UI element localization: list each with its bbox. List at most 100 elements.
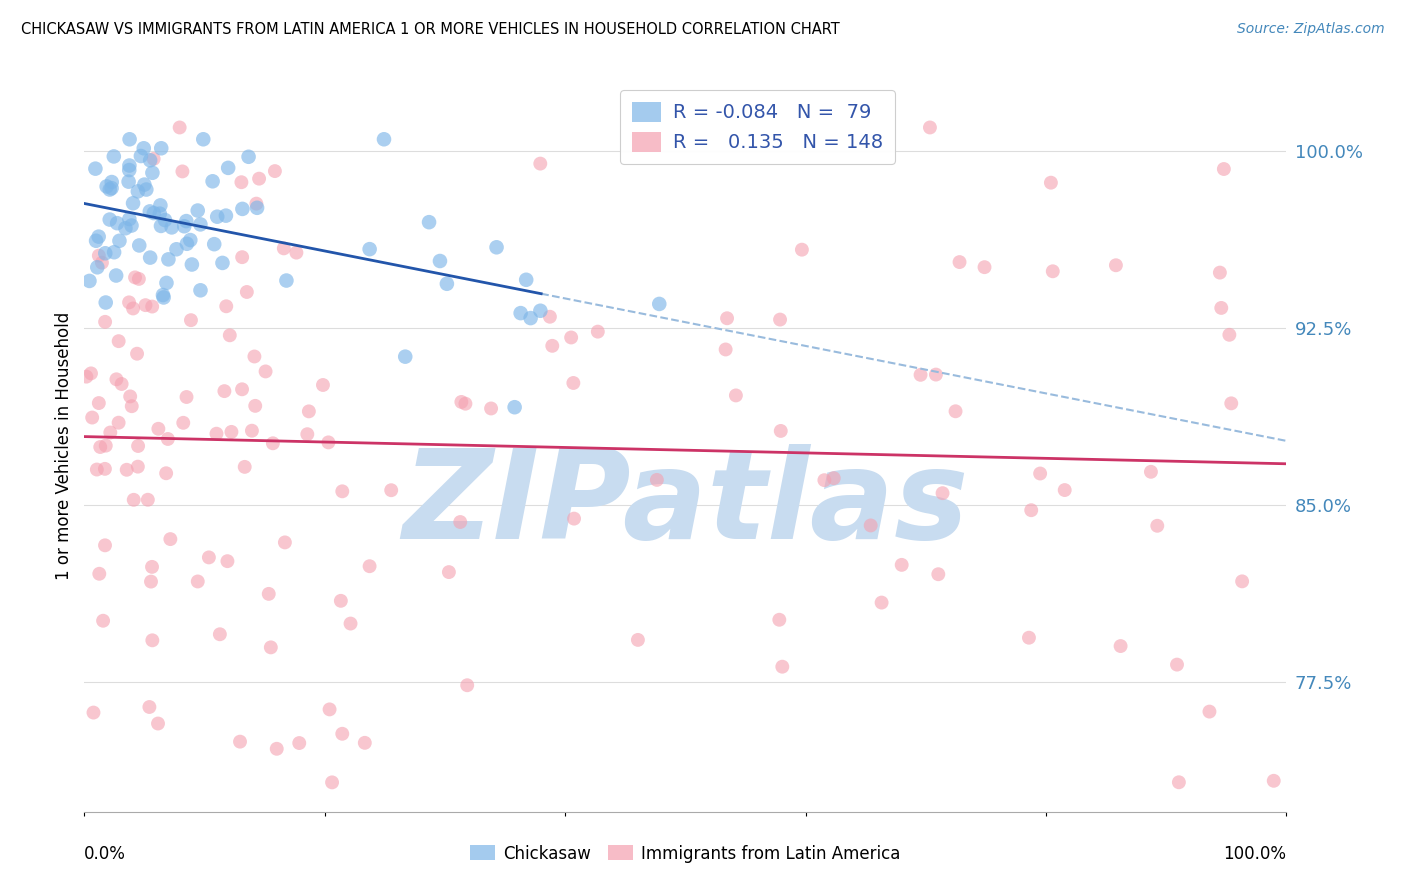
Point [254,364,277,378]
Point [156,432,179,446]
Text: 0.0%: 0.0% [84,845,127,863]
Point [231,175,253,189]
Point [714,343,737,357]
Point [142,152,165,166]
Point [813,473,835,487]
Point [274,535,297,549]
Point [318,435,340,450]
Point [359,559,381,574]
Point [138,700,160,714]
Point [142,206,165,220]
Point [215,209,238,223]
Point [973,260,995,275]
Point [233,459,256,474]
Point [231,382,253,396]
Point [96,179,118,194]
Point [108,234,131,248]
Point [159,532,181,546]
Point [418,215,440,229]
Point [121,219,143,233]
Point [150,141,173,155]
Point [118,295,141,310]
Point [229,734,252,748]
Point [627,632,650,647]
Point [240,424,263,438]
Point [770,659,793,673]
Point [118,132,141,146]
Point [94,538,117,552]
Point [149,219,172,233]
Point [1209,266,1232,280]
Point [948,255,970,269]
Point [132,141,155,155]
Point [193,132,215,146]
Point [94,439,117,453]
Point [152,290,174,304]
Point [141,560,163,574]
Point [285,245,308,260]
Point [89,566,111,581]
Point [485,240,508,254]
Point [146,716,169,731]
Point [152,288,174,302]
Point [529,303,551,318]
Point [91,614,114,628]
Point [449,515,471,529]
Point [330,727,353,741]
Point [1146,518,1168,533]
Point [94,462,117,476]
Point [80,367,103,381]
Point [160,220,183,235]
Point [205,210,228,224]
Point [153,213,176,227]
Point [86,260,108,275]
Point [120,389,142,403]
Point [454,397,477,411]
Point [515,273,537,287]
Point [925,368,948,382]
Point [927,567,949,582]
Point [114,221,136,235]
Point [716,311,738,326]
Point [246,201,269,215]
Point [373,132,395,146]
Point [84,161,107,176]
Point [297,427,319,442]
Point [1211,301,1233,315]
Point [187,203,209,218]
Point [141,633,163,648]
Point [648,297,671,311]
Point [1166,657,1188,672]
Point [100,175,122,189]
Y-axis label: 1 or more Vehicles in Household: 1 or more Vehicles in Household [55,312,73,580]
Point [190,218,212,232]
Point [127,439,149,453]
Point [790,243,813,257]
Point [890,558,912,572]
Point [823,471,845,485]
Point [100,181,122,195]
Point [86,462,108,476]
Point [264,164,287,178]
Point [121,399,143,413]
Point [329,594,352,608]
Point [910,368,932,382]
Point [538,310,561,324]
Point [107,416,129,430]
Point [165,242,187,256]
Point [141,300,163,314]
Point [236,285,259,299]
Point [931,486,953,500]
Point [84,234,107,248]
Point [103,245,125,260]
Point [247,171,270,186]
Point [260,640,283,655]
Point [945,404,967,418]
Point [359,242,381,256]
Point [139,574,162,589]
Point [1053,483,1076,497]
Point [437,565,460,579]
Point [202,237,225,252]
Point [273,241,295,255]
Point [1042,264,1064,278]
